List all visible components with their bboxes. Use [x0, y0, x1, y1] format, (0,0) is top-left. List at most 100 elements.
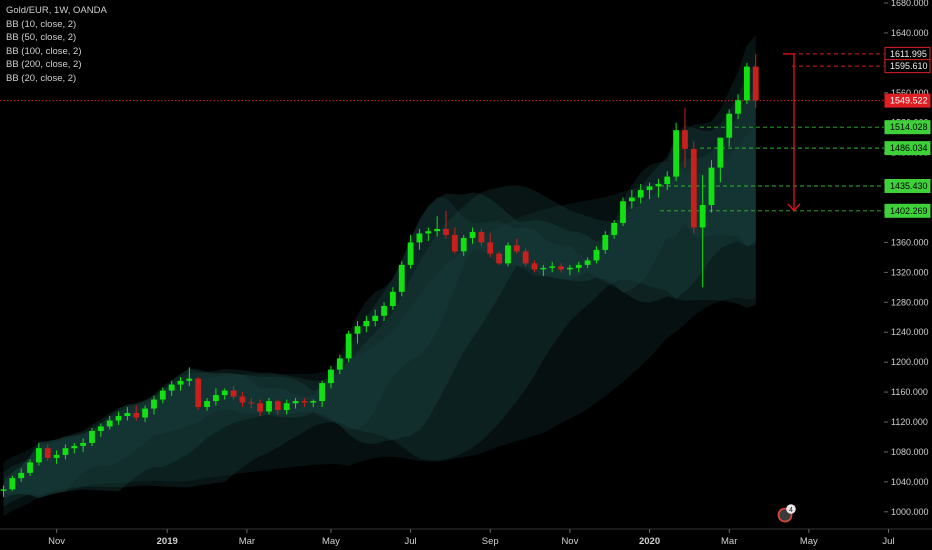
candle: [496, 251, 502, 265]
price-tick-label: 1640.000: [891, 28, 929, 38]
candle-body: [752, 66, 759, 101]
candle: [18, 468, 25, 482]
candle-body: [584, 260, 591, 265]
price-tag: 1514.028: [884, 120, 931, 135]
candle-body: [345, 333, 352, 359]
price-tag-box: [884, 141, 931, 156]
candle-body: [292, 401, 299, 404]
candle-body: [744, 66, 750, 101]
price-tag-label: 1549.522: [890, 96, 928, 106]
candle-body: [478, 231, 485, 243]
time-axis[interactable]: Nov 2019 Mar May Jul Sep Nov 2020 Mar May Jul: [0, 528, 932, 550]
candle-body: [593, 249, 600, 261]
candle: [159, 387, 166, 404]
candle-body: [230, 390, 237, 397]
candle: [151, 395, 157, 415]
price-axis[interactable]: 1000.000 1040.000 1080.000 1120.000 1160.000…: [884, 0, 932, 550]
candle: [744, 62, 750, 105]
candle-body: [620, 201, 626, 223]
candle-body: [151, 399, 157, 409]
candle-body: [18, 472, 25, 479]
price-tag-label: 1595.610: [890, 61, 928, 71]
candle: [425, 227, 432, 241]
candle-body: [239, 396, 246, 403]
bollinger-band-fill: [3, 126, 756, 517]
candle: [682, 107, 688, 168]
indicator-bb-10[interactable]: BB (10, close, 2): [6, 18, 77, 30]
candle-body: [310, 401, 317, 403]
price-tag-box: [884, 59, 931, 74]
candle: [505, 242, 511, 267]
candle: [62, 444, 69, 460]
candle: [372, 309, 379, 327]
indicator-bb-200[interactable]: BB (200, close, 2): [6, 59, 82, 71]
candle-body: [97, 426, 104, 431]
candle-body: [673, 130, 679, 177]
candle: [708, 160, 715, 213]
candle-body: [36, 448, 42, 463]
candle-body: [336, 358, 343, 370]
candle-body: [354, 326, 361, 334]
bollinger-band-fill: [3, 35, 756, 499]
bollinger-band-fill: [3, 87, 756, 507]
candle: [89, 427, 95, 446]
candle: [292, 398, 299, 409]
candle-body: [301, 401, 308, 403]
price-axis-bg: [884, 0, 932, 550]
candle-body: [398, 264, 405, 292]
indicator-bb-100[interactable]: BB (100, close, 2): [6, 45, 82, 57]
price-tick-label: 1240.000: [891, 327, 929, 337]
price-tag: 1402.269: [884, 203, 931, 218]
candle-body: [690, 148, 697, 228]
candle-body: [133, 413, 140, 418]
candle-body: [434, 228, 441, 232]
candle-body: [602, 234, 609, 250]
price-tick-label: 1120.000: [891, 417, 928, 427]
candle-body: [177, 380, 184, 385]
indicator-bb-50[interactable]: BB (50, close, 2): [6, 32, 77, 44]
price-tag-box: [884, 120, 931, 135]
arrow-head: [787, 203, 801, 212]
candle: [735, 94, 741, 119]
candle-body: [257, 403, 264, 412]
indicator-bb-20[interactable]: BB (20, close, 2): [6, 72, 77, 84]
candle: [416, 228, 423, 250]
price-tag: 1486.034: [884, 141, 931, 156]
candle: [9, 475, 16, 491]
price-tick-label: 1160.000: [891, 387, 928, 397]
candle-body: [124, 413, 131, 417]
candle-body: [699, 205, 706, 228]
price-tag-label: 1435.430: [890, 181, 928, 191]
candle: [752, 53, 759, 108]
candle-body: [496, 253, 502, 264]
candle-body: [328, 369, 334, 384]
candle: [443, 211, 449, 239]
candle-body: [407, 242, 414, 265]
projection-arrow: [783, 53, 801, 212]
candle-body: [44, 448, 51, 458]
time-tick-label: 2020: [639, 536, 660, 547]
candle-body: [195, 378, 202, 408]
candle: [646, 182, 653, 200]
candle-body: [708, 167, 715, 206]
candle: [567, 264, 573, 276]
candle-body: [159, 390, 166, 400]
candle: [310, 399, 317, 408]
time-tick-label: 2019: [157, 536, 178, 547]
price-tag: 1595.610: [884, 59, 931, 74]
alert-badge[interactable]: 4: [777, 504, 796, 523]
candle: [363, 315, 370, 333]
candle: [36, 442, 42, 466]
candle-body: [735, 100, 741, 114]
symbol-title[interactable]: Gold/EUR, 1W, OANDA: [6, 5, 107, 16]
candle-body: [381, 306, 387, 316]
candle: [106, 416, 113, 430]
candle: [53, 450, 60, 464]
candle: [690, 141, 697, 234]
candle: [637, 184, 644, 204]
candle: [434, 216, 441, 237]
time-tick-label: Mar: [721, 536, 737, 547]
candle: [611, 219, 618, 239]
candle-body: [80, 442, 87, 446]
